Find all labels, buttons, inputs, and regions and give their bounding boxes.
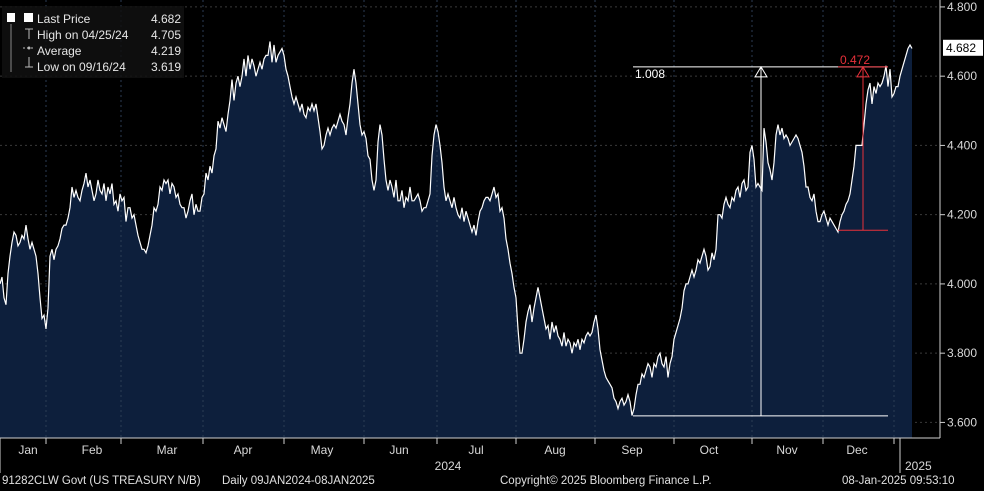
last-price-tag: 4.682 <box>946 41 976 55</box>
last-price-square-icon <box>24 13 33 22</box>
y-axis: 3.600 3.800 4.000 4.200 4.400 4.600 4.800 4.682 <box>939 0 983 438</box>
high-marker-icon <box>25 28 33 39</box>
y-tick-label: 4.000 <box>947 277 977 291</box>
white-range-arrow <box>754 65 768 78</box>
low-marker-icon <box>25 57 33 68</box>
x-tick-label: Jan <box>18 443 37 457</box>
x-tick-label: Nov <box>776 443 797 457</box>
legend-value: 3.619 <box>151 60 181 74</box>
y-tick-label: 3.600 <box>947 415 977 429</box>
legend-label: Last Price <box>37 12 91 26</box>
average-dot-icon <box>27 46 31 50</box>
x-tick-label: Sep <box>621 443 643 457</box>
x-tick-label: Apr <box>234 443 253 457</box>
year-label-2024: 2024 <box>435 459 462 473</box>
red-range-arrow <box>856 65 870 78</box>
footer-timestamp: 08-Jan-2025 09:53:10 <box>842 475 955 487</box>
x-tick-label: Dec <box>846 443 867 457</box>
footer-security: 91282CLW Govt (US TREASURY N/B) <box>2 475 201 487</box>
legend-label: Average <box>37 44 82 58</box>
y-tick-label: 4.800 <box>947 0 977 14</box>
white-range-label: 1.008 <box>635 67 665 81</box>
x-tick-label: Jul <box>468 443 483 457</box>
range-annotations: 1.008 0.472 <box>633 53 888 417</box>
legend: Last Price 4.682 High on 04/25/24 4.705 Aver… <box>2 6 184 78</box>
x-tick-label: Aug <box>544 443 565 457</box>
month-grid-lines <box>45 0 895 438</box>
last-price-swatch-icon <box>7 13 15 22</box>
year-label-2025: 2025 <box>905 459 932 473</box>
legend-label: Low on 09/16/24 <box>37 60 126 74</box>
x-tick-label: Oct <box>700 443 719 457</box>
price-area-fill <box>0 41 912 438</box>
legend-label: High on 04/25/24 <box>37 28 129 42</box>
footer-period: Daily 09JAN2024-08JAN2025 <box>222 475 375 487</box>
x-tick-label: Mar <box>157 443 178 457</box>
x-axis: Jan Feb Mar Apr May Jun Jul Aug Sep Oct Nov Dec 2024… <box>0 437 940 473</box>
x-tick-label: Jun <box>389 443 408 457</box>
y-tick-label: 4.600 <box>947 69 977 83</box>
y-tick-label: 3.800 <box>947 346 977 360</box>
y-tick-label: 4.400 <box>947 138 977 152</box>
x-tick-label: Feb <box>82 443 103 457</box>
x-tick-label: May <box>311 443 334 457</box>
footer-copyright: Copyright© 2025 Bloomberg Finance L.P. <box>500 475 712 487</box>
red-range-label: 0.472 <box>840 53 870 67</box>
legend-value: 4.705 <box>151 28 181 42</box>
last-price-line <box>0 41 913 416</box>
legend-value: 4.219 <box>151 44 181 58</box>
y-tick-label: 4.200 <box>947 208 977 222</box>
legend-value: 4.682 <box>151 12 181 26</box>
last-price-tag-bg <box>943 39 983 56</box>
